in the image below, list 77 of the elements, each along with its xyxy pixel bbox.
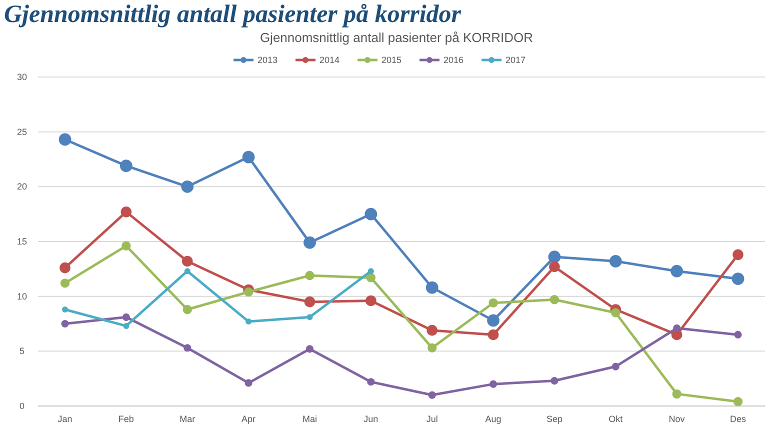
point xyxy=(428,391,436,399)
point xyxy=(184,344,192,352)
point xyxy=(122,241,131,250)
point xyxy=(672,389,682,399)
point xyxy=(548,250,561,264)
point xyxy=(60,278,70,288)
point xyxy=(61,320,69,328)
point xyxy=(242,150,255,164)
point xyxy=(489,380,498,388)
point xyxy=(550,376,558,385)
point xyxy=(734,330,742,339)
x-tick-label: Jan xyxy=(58,414,72,424)
chart-subtitle: Gjennomsnittlig antall pasienter på KORRIDOR xyxy=(260,30,534,45)
y-tick-label: 15 xyxy=(16,236,28,246)
x-tick-label: Feb xyxy=(118,414,134,424)
x-tick-label: Mar xyxy=(180,414,196,424)
point xyxy=(732,272,744,285)
point xyxy=(427,343,437,352)
point xyxy=(549,261,560,272)
legend-label: 2016 xyxy=(444,55,464,65)
point xyxy=(305,270,314,280)
x-tick-label: Apr xyxy=(242,414,256,424)
point xyxy=(244,287,254,297)
point xyxy=(62,306,68,312)
point xyxy=(184,268,190,274)
point xyxy=(123,322,130,329)
point xyxy=(182,256,193,267)
point xyxy=(733,397,743,406)
point xyxy=(426,324,438,336)
x-tick-label: Jun xyxy=(364,414,378,424)
point xyxy=(612,362,620,370)
point xyxy=(366,295,376,306)
point xyxy=(367,378,375,386)
x-tick-label: Mai xyxy=(302,414,317,424)
x-tick-label: Sep xyxy=(546,414,562,424)
y-tick-label: 30 xyxy=(16,72,28,82)
x-tick-label: Okt xyxy=(608,414,624,424)
point xyxy=(487,314,500,327)
point xyxy=(550,295,560,304)
point xyxy=(122,313,130,321)
point xyxy=(426,281,438,294)
point xyxy=(732,249,744,260)
y-tick-label: 20 xyxy=(16,182,28,192)
point xyxy=(306,314,313,320)
point xyxy=(670,264,684,278)
y-tick-label: 10 xyxy=(16,291,28,302)
legend-label: 2015 xyxy=(382,55,402,65)
x-tick-label: Des xyxy=(730,414,746,424)
point xyxy=(181,180,194,193)
legend-label: 2014 xyxy=(320,55,340,65)
point xyxy=(120,160,132,172)
x-tick-label: Aug xyxy=(485,414,502,424)
point xyxy=(304,296,316,308)
point xyxy=(488,298,498,308)
point xyxy=(609,255,622,268)
point xyxy=(368,268,374,274)
legend-label: 2017 xyxy=(506,55,526,65)
y-tick-label: 25 xyxy=(16,126,28,137)
point xyxy=(306,345,314,353)
point xyxy=(364,208,378,220)
chart-title: Gjennomsnittlig antall pasienter på korridor xyxy=(4,1,462,28)
point xyxy=(246,318,252,325)
x-tick-label: Nov xyxy=(668,414,686,424)
point xyxy=(673,324,681,332)
point xyxy=(304,236,316,249)
x-tick-label: Jul xyxy=(426,414,438,424)
y-tick-label: 0 xyxy=(19,401,25,411)
y-tick-label: 5 xyxy=(19,346,25,356)
point xyxy=(244,379,252,387)
point xyxy=(58,133,72,146)
point xyxy=(60,262,70,274)
point xyxy=(488,329,499,340)
point xyxy=(182,304,192,314)
point xyxy=(366,273,376,282)
point xyxy=(120,206,132,218)
legend-label: 2013 xyxy=(258,55,278,65)
point xyxy=(611,308,620,318)
